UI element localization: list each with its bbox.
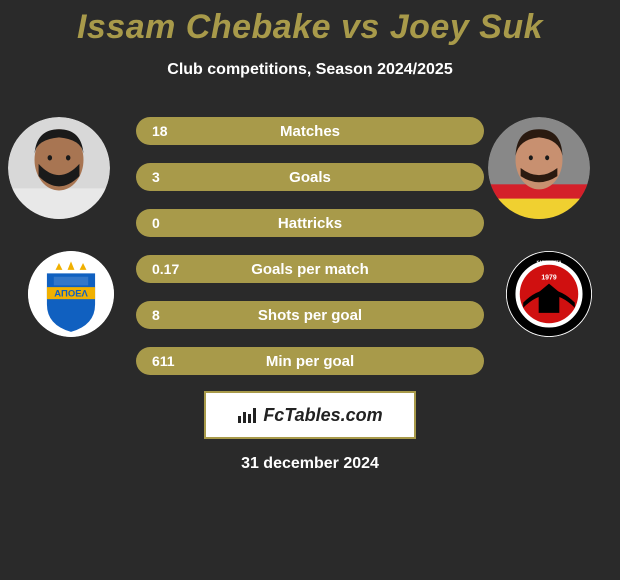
left-player-photo: [8, 117, 110, 219]
stat-row: 0 Hattricks: [136, 209, 484, 237]
stats-list: 18 Matches 3 Goals 0 Hattricks 0.17 Goal…: [136, 117, 484, 393]
svg-text:ΑΠΟΕΛ: ΑΠΟΕΛ: [54, 289, 88, 300]
source-badge-text: FcTables.com: [237, 405, 382, 426]
right-club-badge: 1979 ΚΑΡΜΙΩΤΙΣΣΑ: [506, 251, 592, 337]
comparison-card: Issam Chebake vs Joey Suk Club competiti…: [0, 0, 620, 580]
source-badge: FcTables.com: [204, 391, 416, 439]
page-subtitle: Club competitions, Season 2024/2025: [0, 61, 620, 79]
svg-text:1979: 1979: [541, 274, 556, 281]
left-club-badge: ΑΠΟΕΛ: [28, 251, 114, 337]
stat-left-value: 611: [136, 353, 206, 369]
stat-label: Hattricks: [206, 215, 414, 232]
club-badge-icon: ΑΠΟΕΛ: [28, 251, 114, 337]
stat-label: Min per goal: [206, 353, 414, 370]
chart-icon: [237, 406, 259, 424]
content-area: ΑΠΟΕΛ 1979 ΚΑΡΜΙΩΤΙΣΣΑ 18 Matches: [0, 117, 620, 377]
stat-label: Goals per match: [206, 261, 414, 278]
svg-text:ΚΑΡΜΙΩΤΙΣΣΑ: ΚΑΡΜΙΩΤΙΣΣΑ: [537, 260, 562, 264]
stat-left-value: 3: [136, 169, 206, 185]
stat-left-value: 18: [136, 123, 206, 139]
page-title: Issam Chebake vs Joey Suk: [0, 8, 620, 47]
stat-left-value: 0.17: [136, 261, 206, 277]
footer-date: 31 december 2024: [0, 455, 620, 473]
player-avatar-icon: [488, 117, 590, 219]
stat-left-value: 8: [136, 307, 206, 323]
stat-row: 18 Matches: [136, 117, 484, 145]
right-player-photo: [488, 117, 590, 219]
stat-row: 0.17 Goals per match: [136, 255, 484, 283]
stat-label: Shots per goal: [206, 307, 414, 324]
stat-label: Matches: [206, 123, 414, 140]
player-avatar-icon: [8, 117, 110, 219]
stat-row: 3 Goals: [136, 163, 484, 191]
club-badge-icon: 1979 ΚΑΡΜΙΩΤΙΣΣΑ: [506, 251, 592, 337]
source-site: FcTables.com: [263, 405, 382, 426]
stat-left-value: 0: [136, 215, 206, 231]
stat-row: 611 Min per goal: [136, 347, 484, 375]
stat-row: 8 Shots per goal: [136, 301, 484, 329]
stat-label: Goals: [206, 169, 414, 186]
